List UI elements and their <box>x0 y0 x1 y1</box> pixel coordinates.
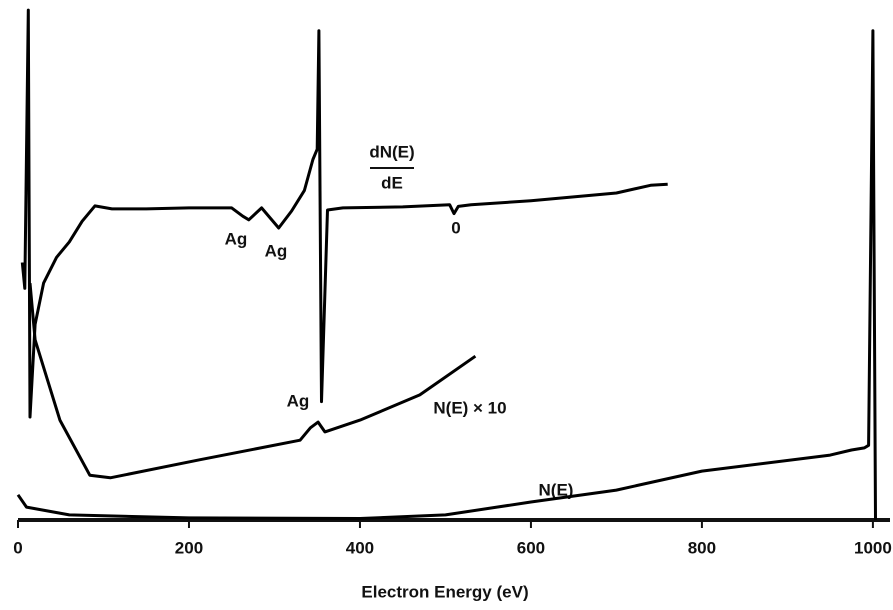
series-line <box>20 8 668 419</box>
annotation: 0 <box>451 218 460 237</box>
annotation: Ag <box>265 241 288 260</box>
x-tick-label: 800 <box>688 538 716 557</box>
series-line <box>16 29 877 521</box>
annotation: dE <box>381 173 403 192</box>
annotation: dN(E) <box>369 142 414 161</box>
x-tick-label: 200 <box>175 538 203 557</box>
annotation: Ag <box>225 229 248 248</box>
annotation: Ag <box>287 391 310 410</box>
x-tick-label: 600 <box>517 538 545 557</box>
series-label: N(E) × 10 <box>433 398 506 417</box>
x-tick-label: 400 <box>346 538 374 557</box>
x-tick-label: 0 <box>13 538 22 557</box>
series-label: N(E) <box>539 480 574 499</box>
series-line <box>28 282 477 480</box>
annotations: dN(E) dE Ag Ag 0 Ag N(E) × 10 N(E) <box>225 142 574 499</box>
x-axis-label: Electron Energy (eV) <box>361 582 528 601</box>
x-tick-label: 1000 <box>854 538 892 557</box>
